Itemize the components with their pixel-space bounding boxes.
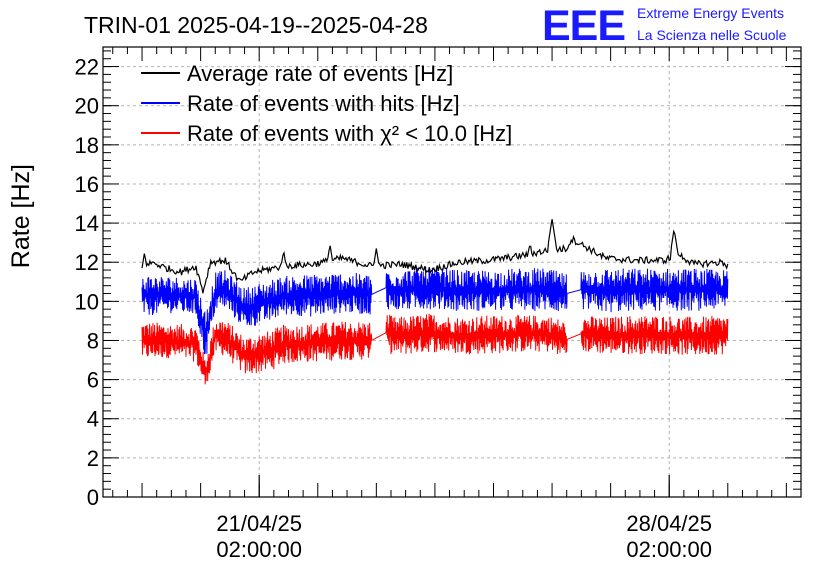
y-tick-label: 14 bbox=[75, 211, 99, 236]
y-tick-label: 18 bbox=[75, 133, 99, 158]
brand-line-2: La Scienza nelle Scuole bbox=[637, 27, 787, 43]
series-layer bbox=[141, 219, 729, 385]
legend-label: Rate of events with χ² < 10.0 [Hz] bbox=[187, 121, 512, 146]
y-tick-label: 10 bbox=[75, 289, 99, 314]
y-tick-label: 12 bbox=[75, 250, 99, 275]
legend-label: Average rate of events [Hz] bbox=[187, 61, 453, 86]
x-tick-label-time: 02:00:00 bbox=[216, 537, 302, 562]
series-chi2-trace bbox=[141, 313, 729, 385]
y-tick-label: 2 bbox=[87, 446, 99, 471]
y-tick-label: 0 bbox=[87, 485, 99, 510]
y-tick-label: 22 bbox=[75, 55, 99, 80]
eee-logo: EEE bbox=[542, 2, 625, 50]
plot-frame bbox=[102, 46, 802, 498]
x-tick-label-date: 21/04/25 bbox=[216, 511, 302, 536]
y-tick-label: 16 bbox=[75, 172, 99, 197]
series-average-trace bbox=[141, 219, 729, 294]
ticks bbox=[103, 47, 802, 498]
legend: Average rate of events [Hz] Rate of event… bbox=[141, 61, 512, 146]
x-tick-label-time: 02:00:00 bbox=[626, 537, 712, 562]
tick-labels: 024681012141618202221/04/2502:00:0028/04… bbox=[75, 55, 713, 562]
brand: EEE Extreme Energy Events La Scienza nel… bbox=[542, 2, 787, 50]
x-tick-label-date: 28/04/25 bbox=[626, 511, 712, 536]
brand-line-1: Extreme Energy Events bbox=[637, 5, 784, 21]
legend-label: Rate of events with hits [Hz] bbox=[187, 91, 460, 116]
y-tick-label: 20 bbox=[75, 94, 99, 119]
y-tick-label: 6 bbox=[87, 368, 99, 393]
y-tick-label: 8 bbox=[87, 328, 99, 353]
y-axis-label: Rate [Hz] bbox=[7, 164, 35, 268]
chart-title: TRIN-01 2025-04-19--2025-04-28 bbox=[84, 12, 428, 38]
y-tick-label: 4 bbox=[87, 407, 99, 432]
